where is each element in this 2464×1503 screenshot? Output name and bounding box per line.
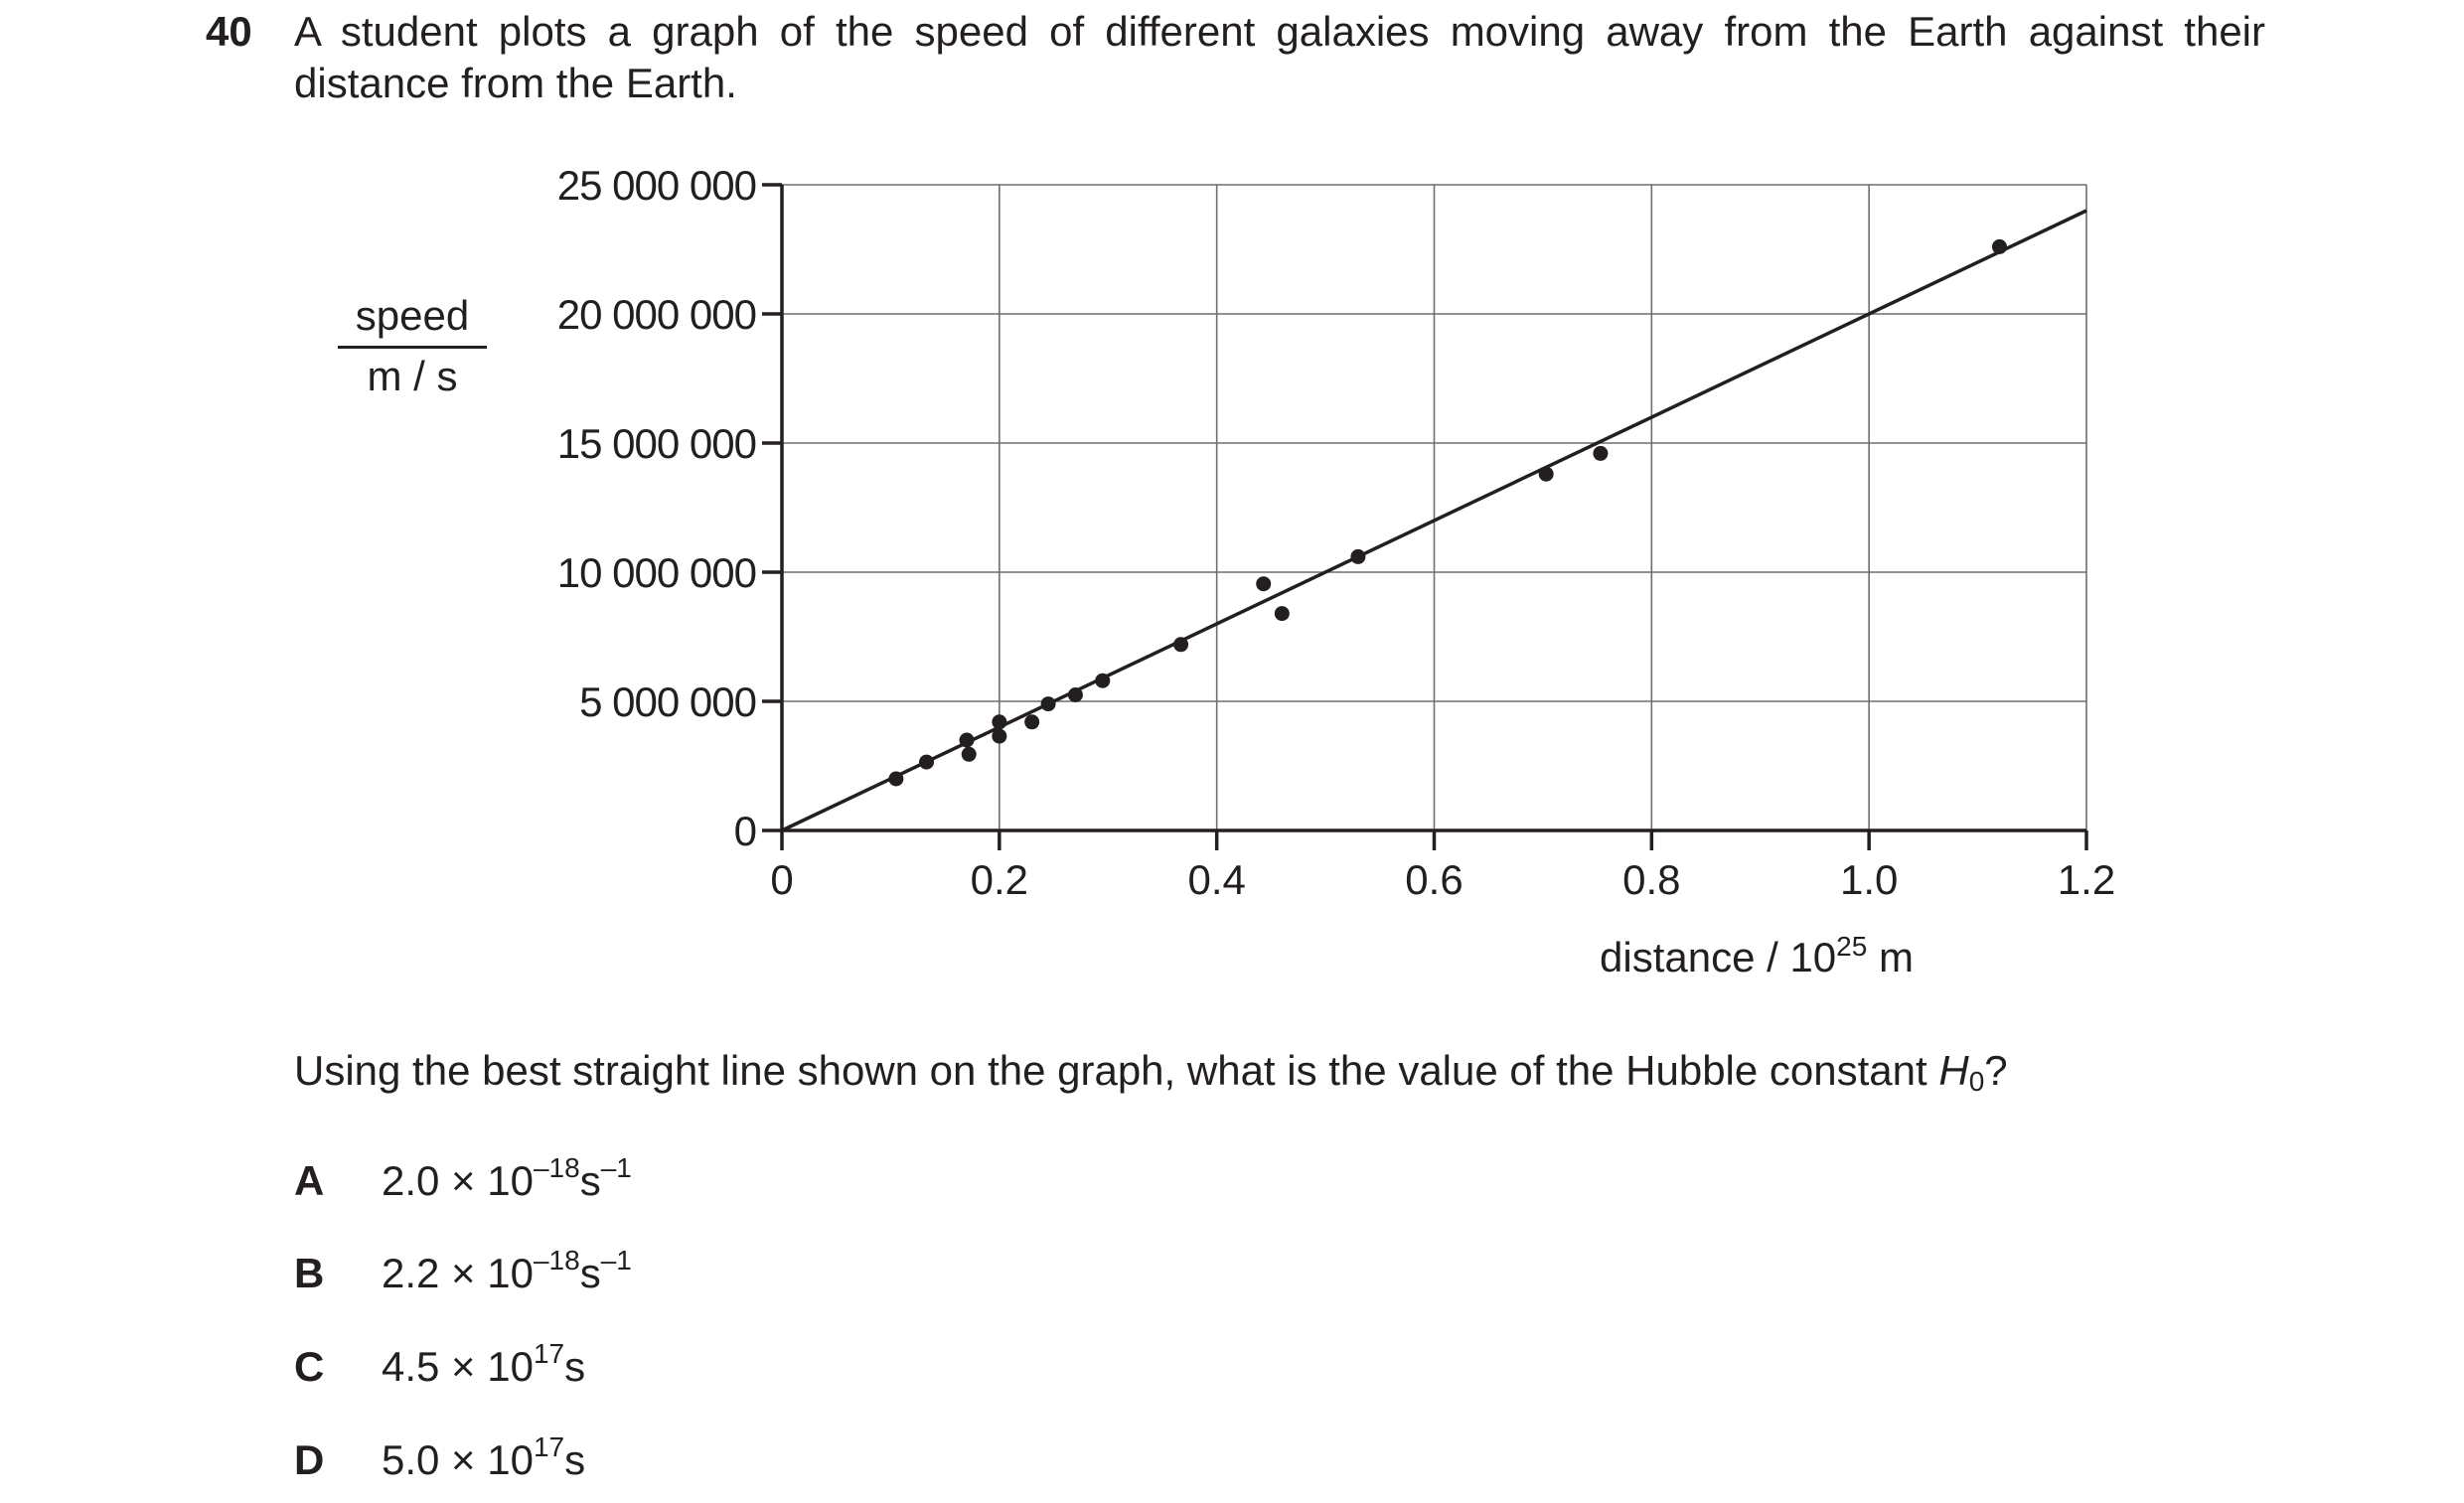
y-tick-label: 0 bbox=[734, 808, 756, 854]
data-points bbox=[888, 238, 2007, 787]
data-point bbox=[888, 771, 904, 787]
question-prompt-text: Using the best straight line shown on th… bbox=[294, 1047, 1939, 1094]
x-axis-ticks: 0 0.2 0.4 0.6 0.8 1.0 1.2 bbox=[770, 830, 2115, 903]
option-value: 2.2 × 10 bbox=[382, 1250, 534, 1296]
option-value: 2.0 × 10 bbox=[382, 1157, 534, 1204]
option-unit: s bbox=[579, 1250, 601, 1296]
x-tick-label: 0.8 bbox=[1622, 856, 1680, 903]
y-tick-label: 25 000 000 bbox=[557, 162, 756, 209]
x-axis-label-quantity: distance / 10 bbox=[1600, 934, 1836, 980]
x-tick-label: 0.4 bbox=[1187, 856, 1245, 903]
data-point bbox=[1538, 466, 1554, 482]
x-axis-label-exponent: 25 bbox=[1836, 931, 1867, 962]
y-tick-label: 15 000 000 bbox=[557, 420, 756, 467]
y-axis-label: speed m / s bbox=[338, 290, 487, 402]
chart-grid bbox=[782, 184, 2087, 830]
option-exponent: 17 bbox=[533, 1338, 565, 1369]
option-c[interactable]: C 4.5 × 1017s bbox=[294, 1338, 586, 1393]
y-tick-label: 10 000 000 bbox=[557, 549, 756, 596]
x-axis-label-unit: m bbox=[1867, 934, 1914, 980]
y-axis-ticks: 0 5 000 000 10 000 000 15 000 000 20 000 000… bbox=[557, 162, 782, 854]
option-unit-exponent: –1 bbox=[600, 1152, 632, 1183]
x-tick-label: 1.2 bbox=[2058, 856, 2115, 903]
y-axis-label-quantity: speed bbox=[338, 290, 487, 349]
x-tick-label: 0.6 bbox=[1405, 856, 1463, 903]
x-tick-label: 0.2 bbox=[971, 856, 1028, 903]
option-exponent: 17 bbox=[533, 1431, 565, 1462]
option-b[interactable]: B 2.2 × 10–18s–1 bbox=[294, 1245, 632, 1299]
data-point bbox=[992, 728, 1007, 744]
option-letter: D bbox=[294, 1436, 325, 1483]
data-point bbox=[1274, 606, 1290, 622]
option-exponent: –18 bbox=[533, 1152, 580, 1183]
hubble-constant-subscript: 0 bbox=[1968, 1066, 1985, 1097]
question-prompt: Using the best straight line shown on th… bbox=[294, 1045, 2008, 1108]
hubble-constant-symbol: H bbox=[1938, 1047, 1969, 1094]
option-value: 5.0 × 10 bbox=[382, 1436, 534, 1483]
x-tick-label: 0 bbox=[770, 856, 793, 903]
option-unit-exponent: –1 bbox=[600, 1245, 632, 1276]
data-point bbox=[1593, 445, 1609, 461]
y-tick-label: 5 000 000 bbox=[579, 678, 756, 725]
data-point bbox=[1040, 696, 1056, 712]
option-unit: s bbox=[564, 1343, 586, 1390]
data-point bbox=[1991, 238, 2007, 254]
option-letter: B bbox=[294, 1250, 325, 1296]
option-value: 4.5 × 10 bbox=[382, 1343, 534, 1390]
data-point bbox=[961, 746, 977, 762]
data-point bbox=[1024, 714, 1040, 730]
data-point bbox=[1095, 673, 1111, 688]
question-prompt-end: ? bbox=[1984, 1047, 2008, 1094]
option-a[interactable]: A 2.0 × 10–18s–1 bbox=[294, 1152, 632, 1207]
y-axis-label-unit: m / s bbox=[367, 353, 458, 399]
x-tick-label: 1.0 bbox=[1840, 856, 1898, 903]
data-point bbox=[992, 714, 1007, 730]
question-text: A student plots a graph of the speed of … bbox=[294, 8, 2265, 106]
option-letter: A bbox=[294, 1157, 325, 1204]
option-letter: C bbox=[294, 1343, 325, 1390]
data-point bbox=[1350, 548, 1366, 564]
option-unit: s bbox=[564, 1436, 586, 1483]
data-point bbox=[959, 732, 975, 748]
option-exponent: –18 bbox=[533, 1245, 580, 1276]
question-number: 40 bbox=[206, 8, 252, 55]
x-axis-label: distance / 1025 m bbox=[1600, 931, 1914, 980]
data-point bbox=[1067, 687, 1083, 702]
option-unit: s bbox=[579, 1157, 601, 1204]
option-d[interactable]: D 5.0 × 1017s bbox=[294, 1431, 586, 1486]
y-tick-label: 20 000 000 bbox=[557, 291, 756, 338]
data-point bbox=[919, 754, 935, 770]
data-point bbox=[1173, 637, 1189, 653]
speed-distance-chart: 0 5 000 000 10 000 000 15 000 000 20 000 000… bbox=[557, 162, 2115, 980]
data-point bbox=[1256, 576, 1272, 592]
